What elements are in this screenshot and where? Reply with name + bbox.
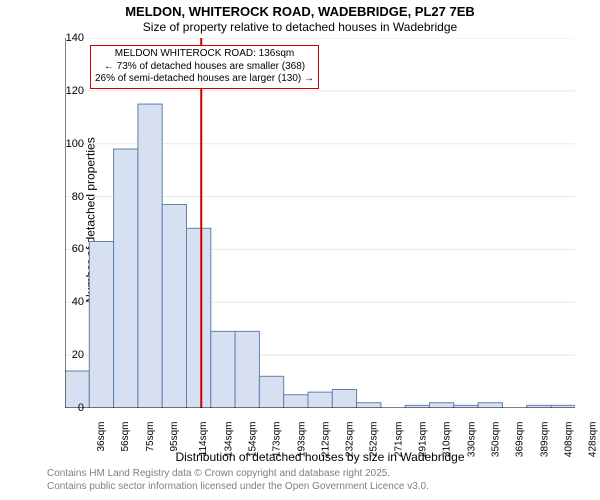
y-tick-label: 20 — [54, 349, 84, 361]
x-tick-label: 36sqm — [96, 422, 107, 452]
x-tick-label: 75sqm — [145, 422, 156, 452]
histogram-bar — [357, 403, 381, 408]
annotation-box: MELDON WHITEROCK ROAD: 136sqm ← 73% of d… — [90, 45, 319, 89]
x-tick-label: 56sqm — [120, 422, 131, 452]
chart-svg — [65, 38, 575, 408]
histogram-bar — [138, 104, 162, 408]
histogram-bar — [478, 403, 502, 408]
histogram-bar — [187, 228, 211, 408]
x-tick-label: 428sqm — [588, 422, 599, 458]
chart-title: MELDON, WHITEROCK ROAD, WADEBRIDGE, PL27… — [0, 4, 600, 19]
y-tick-label: 80 — [54, 191, 84, 203]
histogram-bar — [259, 376, 283, 408]
y-tick-label: 40 — [54, 296, 84, 308]
y-tick-label: 60 — [54, 243, 84, 255]
y-tick-label: 120 — [54, 85, 84, 97]
footer-line1: Contains HM Land Registry data © Crown c… — [47, 468, 390, 479]
plot-area — [65, 38, 575, 408]
histogram-bar — [332, 390, 356, 409]
histogram-bar — [162, 205, 186, 409]
histogram-bar — [211, 331, 235, 408]
annotation-line2: ← 73% of detached houses are smaller (36… — [104, 61, 305, 72]
y-tick-label: 100 — [54, 138, 84, 150]
histogram-bar — [89, 242, 113, 409]
y-tick-label: 0 — [54, 402, 84, 414]
chart-container: MELDON, WHITEROCK ROAD, WADEBRIDGE, PL27… — [0, 0, 600, 500]
histogram-bar — [235, 331, 259, 408]
x-axis-label: Distribution of detached houses by size … — [65, 450, 575, 464]
y-tick-label: 140 — [54, 32, 84, 44]
histogram-bar — [114, 149, 138, 408]
annotation-line3: 26% of semi-detached houses are larger (… — [95, 73, 314, 84]
histogram-bar — [284, 395, 308, 408]
annotation-line1: MELDON WHITEROCK ROAD: 136sqm — [115, 48, 294, 59]
histogram-bar — [430, 403, 454, 408]
chart-subtitle: Size of property relative to detached ho… — [0, 20, 600, 34]
x-tick-label: 95sqm — [169, 422, 180, 452]
footer-line2: Contains public sector information licen… — [47, 481, 429, 492]
histogram-bar — [308, 392, 332, 408]
